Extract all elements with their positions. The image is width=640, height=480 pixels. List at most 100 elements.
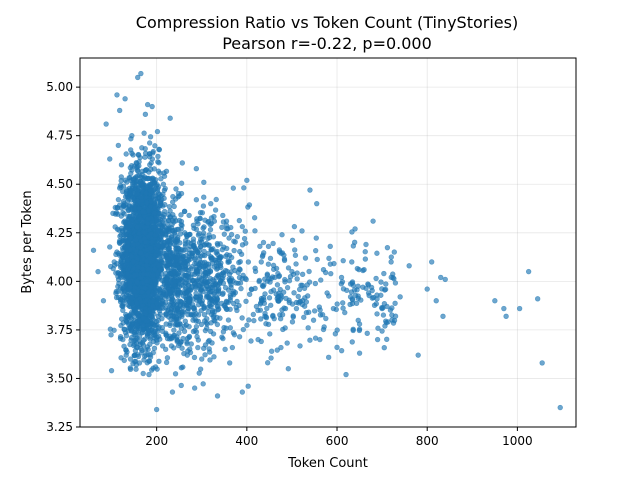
data-point xyxy=(141,357,147,363)
data-point xyxy=(361,266,367,273)
data-point xyxy=(171,345,177,351)
data-point xyxy=(121,326,128,333)
data-point xyxy=(327,243,333,250)
data-point xyxy=(140,370,146,377)
data-point xyxy=(119,302,126,309)
data-point xyxy=(145,346,151,353)
data-point xyxy=(134,191,140,197)
data-point xyxy=(142,111,149,118)
data-point xyxy=(210,277,216,283)
data-point xyxy=(139,171,145,178)
data-point xyxy=(378,279,384,285)
data-point xyxy=(160,191,166,198)
data-point xyxy=(118,178,124,184)
data-point xyxy=(192,271,198,278)
data-point xyxy=(146,358,152,364)
data-point xyxy=(373,275,379,282)
data-point xyxy=(258,259,264,265)
data-point xyxy=(196,370,202,376)
data-point xyxy=(194,333,200,340)
data-point xyxy=(169,389,176,395)
data-point xyxy=(225,299,232,306)
data-point xyxy=(179,311,185,318)
data-point xyxy=(325,354,332,361)
data-point xyxy=(312,247,319,254)
data-point xyxy=(392,313,399,319)
data-point xyxy=(136,334,143,340)
data-point xyxy=(210,314,217,320)
data-point xyxy=(116,252,123,258)
data-point xyxy=(140,209,146,215)
data-point xyxy=(107,326,114,332)
data-point xyxy=(236,217,243,224)
data-point xyxy=(206,295,213,301)
data-point xyxy=(147,134,154,140)
data-point xyxy=(125,321,132,327)
data-point xyxy=(185,232,192,238)
data-point xyxy=(195,232,202,238)
data-point xyxy=(172,322,178,328)
data-point xyxy=(279,294,285,300)
data-point xyxy=(356,266,362,273)
data-point xyxy=(286,278,293,284)
data-point xyxy=(201,263,207,269)
data-point xyxy=(220,335,226,342)
data-point xyxy=(132,331,139,338)
data-point xyxy=(228,224,234,231)
data-point xyxy=(214,393,221,399)
data-point xyxy=(277,312,283,318)
data-point xyxy=(116,107,123,114)
data-point xyxy=(152,266,158,273)
data-point xyxy=(136,360,143,366)
data-point xyxy=(260,239,267,246)
data-point xyxy=(279,232,285,238)
data-point xyxy=(120,227,126,234)
data-point xyxy=(241,235,248,242)
data-point xyxy=(132,307,139,314)
data-point xyxy=(177,231,184,237)
data-point xyxy=(365,281,371,287)
data-point xyxy=(289,268,295,275)
data-point xyxy=(207,226,214,233)
data-point xyxy=(198,308,204,314)
data-point xyxy=(151,345,158,352)
data-point xyxy=(146,371,152,378)
data-point xyxy=(358,297,364,303)
data-point xyxy=(190,236,197,242)
data-point xyxy=(144,101,151,108)
data-point xyxy=(238,285,244,292)
data-point xyxy=(165,263,171,269)
data-point xyxy=(183,266,189,273)
data-point xyxy=(201,248,207,254)
data-point xyxy=(201,194,207,200)
data-point xyxy=(240,326,247,333)
data-point xyxy=(164,239,170,245)
data-point xyxy=(182,243,189,249)
data-point xyxy=(212,282,218,288)
x-tick-label: 200 xyxy=(145,434,168,448)
data-point xyxy=(343,371,349,378)
data-point xyxy=(307,187,313,193)
data-point xyxy=(166,245,172,252)
data-point xyxy=(150,317,157,323)
data-point xyxy=(340,257,346,264)
data-point xyxy=(146,140,153,146)
data-point xyxy=(248,286,255,292)
data-point xyxy=(284,340,290,346)
data-point xyxy=(306,268,312,275)
data-point xyxy=(193,166,200,172)
data-point xyxy=(192,280,198,287)
data-point xyxy=(135,152,142,158)
data-point xyxy=(301,314,307,321)
data-point xyxy=(127,284,133,290)
data-point xyxy=(207,328,214,335)
data-point xyxy=(365,290,372,296)
data-point xyxy=(226,277,233,284)
data-point xyxy=(382,286,389,293)
data-point xyxy=(138,194,145,201)
data-point xyxy=(326,255,332,262)
data-point xyxy=(370,218,376,224)
data-point xyxy=(171,219,177,225)
data-point xyxy=(175,245,182,252)
data-point xyxy=(243,276,249,283)
